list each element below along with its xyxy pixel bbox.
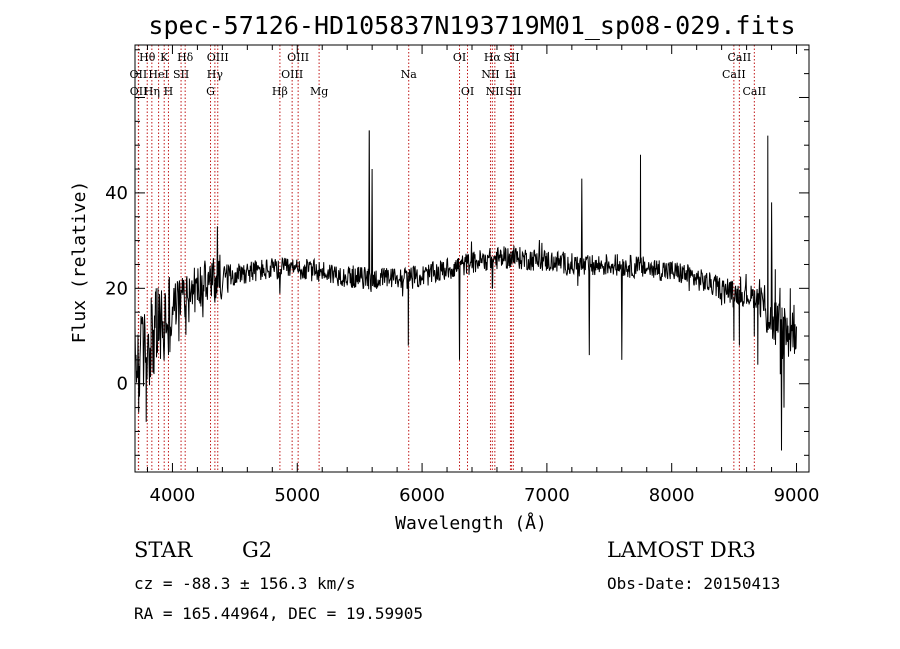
x-tick-label: 8000 bbox=[649, 485, 695, 506]
line-label: CaII bbox=[728, 51, 752, 64]
line-label: CaII bbox=[742, 85, 766, 98]
x-tick-label: 6000 bbox=[399, 485, 445, 506]
line-label: Li bbox=[505, 68, 516, 81]
line-label: OIII bbox=[207, 51, 229, 64]
line-label: Hβ bbox=[272, 85, 288, 98]
survey-name: LAMOST DR3 bbox=[607, 538, 756, 562]
line-label: OII bbox=[130, 68, 148, 81]
line-label: Mg bbox=[310, 85, 328, 98]
object-class: STAR bbox=[134, 538, 193, 562]
line-label: SII bbox=[503, 51, 519, 64]
x-tick-label: 7000 bbox=[524, 485, 570, 506]
line-label: Hθ bbox=[139, 51, 156, 64]
line-label: Hγ bbox=[207, 68, 224, 81]
x-tick-label: 9000 bbox=[774, 485, 820, 506]
line-label: CaII bbox=[722, 68, 746, 81]
line-label: OII bbox=[130, 85, 148, 98]
plot-axes: 4000 5000 6000 7000 8000 9000 0 20 40 bbox=[105, 44, 820, 506]
chart-title: spec-57126-HD105837N193719M01_sp08-029.f… bbox=[148, 11, 795, 40]
x-tick-label: 5000 bbox=[274, 485, 320, 506]
line-label: HeI bbox=[148, 68, 168, 81]
line-label: NII bbox=[481, 68, 499, 81]
line-label: G bbox=[206, 85, 215, 98]
line-label: NII bbox=[486, 85, 504, 98]
coordinates: RA = 165.44964, DEC = 19.59905 bbox=[134, 604, 423, 623]
line-label: Hδ bbox=[177, 51, 194, 64]
line-label: SII bbox=[505, 85, 521, 98]
spectrum-trace bbox=[134, 130, 797, 451]
line-label: Na bbox=[401, 68, 418, 81]
y-tick-label: 20 bbox=[105, 278, 128, 299]
line-label: H bbox=[164, 85, 174, 98]
obs-date: Obs-Date: 20150413 bbox=[607, 574, 781, 593]
y-tick-label: 40 bbox=[105, 183, 128, 204]
spectral-line-labels: Hθ OII OII K Hη HeI H SII Hδ OIII Hγ G Hβ OIII OIII Mg N… bbox=[130, 51, 767, 98]
line-label: Hα bbox=[484, 51, 502, 64]
spectral-line-markers bbox=[137, 45, 755, 472]
x-axis-label: Wavelength (Å) bbox=[395, 512, 547, 534]
line-label: SII bbox=[173, 68, 189, 81]
y-axis-label: Flux (relative) bbox=[69, 181, 90, 344]
object-subclass: G2 bbox=[242, 538, 273, 562]
line-label: OIII bbox=[281, 68, 303, 81]
y-tick-label: 0 bbox=[117, 374, 128, 395]
x-tick-label: 4000 bbox=[150, 485, 196, 506]
spectrum-line bbox=[134, 130, 797, 451]
line-label: OIII bbox=[287, 51, 309, 64]
redshift-readout: cz = -88.3 ± 156.3 km/s bbox=[134, 574, 356, 593]
line-label: OI bbox=[453, 51, 466, 64]
line-label: OI bbox=[461, 85, 474, 98]
line-label: Hη bbox=[144, 85, 160, 98]
line-label: K bbox=[160, 51, 169, 64]
